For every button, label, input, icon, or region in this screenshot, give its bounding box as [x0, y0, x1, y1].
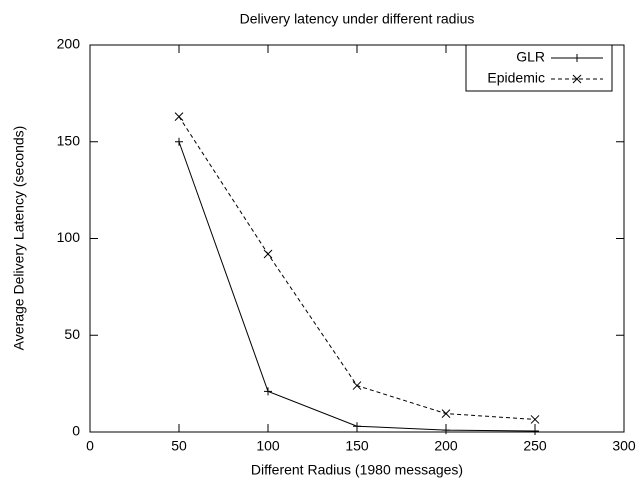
y-axis-label: Average Delivery Latency (seconds)	[11, 126, 27, 351]
x-tick-label: 100	[256, 438, 280, 454]
x-axis-label: Different Radius (1980 messages)	[251, 462, 463, 478]
x-tick-label: 300	[612, 438, 636, 454]
y-tick-label: 200	[57, 36, 81, 52]
point-marker	[263, 249, 273, 259]
x-tick-label: 250	[523, 438, 547, 454]
x-tick-label: 0	[86, 438, 94, 454]
legend-marker	[572, 74, 582, 84]
legend-marker	[573, 54, 581, 62]
point-marker	[174, 112, 184, 121]
y-tick-label: 0	[72, 423, 80, 439]
legend-label: GLR	[516, 49, 545, 65]
legend-box	[465, 44, 613, 92]
y-tick-label: 150	[57, 132, 81, 148]
point-marker	[531, 427, 539, 436]
x-tick-label: 150	[345, 438, 369, 454]
point-marker	[175, 137, 183, 146]
x-tick-label: 50	[171, 438, 187, 454]
point-marker	[352, 381, 362, 390]
point-marker	[530, 415, 540, 424]
point-marker	[442, 426, 450, 435]
point-marker	[264, 387, 272, 396]
legend-label: Epidemic	[487, 70, 545, 86]
y-tick-label: 50	[64, 326, 80, 342]
point-marker	[441, 409, 451, 418]
y-tick-label: 100	[57, 229, 81, 245]
x-tick-label: 200	[434, 438, 458, 454]
chart-title: Delivery latency under different radius	[240, 11, 475, 27]
point-marker	[353, 422, 361, 431]
